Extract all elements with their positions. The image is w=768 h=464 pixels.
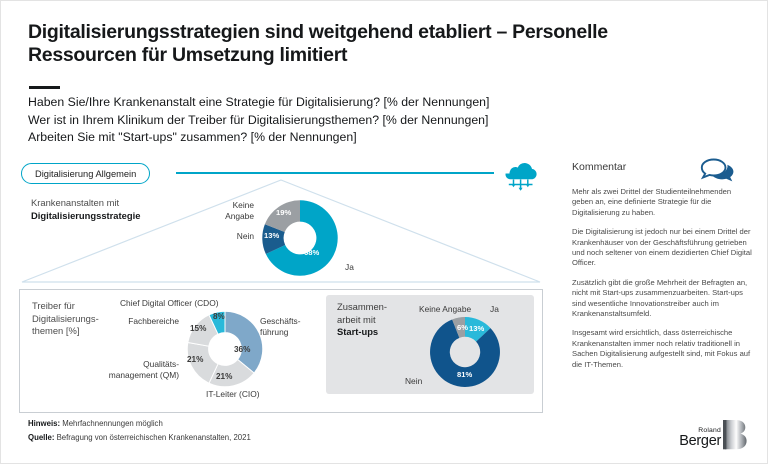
startup-label-ja: Ja — [490, 304, 499, 314]
strategy-value-nein: 13% — [264, 231, 280, 240]
startup-caption-l1: Zusammen- — [337, 301, 388, 312]
driver-label-qm: Qualitäts-management (QM) — [108, 359, 179, 380]
strategy-caption-line2: Digitalisierungsstrategie — [31, 209, 141, 221]
pill-connector-line — [176, 171, 494, 174]
strategy-value-ja: 68% — [304, 248, 320, 257]
speech-bubbles-icon — [695, 154, 739, 184]
startup-label-keine-angabe: Keine Angabe — [419, 304, 472, 314]
triangle-outline-shape — [19, 178, 543, 284]
strategy-donut-chart: 68% 13% 19% — [259, 197, 341, 279]
startup-donut-chart: 81% 13% 6% — [427, 314, 503, 390]
driver-value-it-leiter: 21% — [216, 372, 233, 381]
chapter-pill-label: Digitalisierung Allgemein — [35, 168, 137, 179]
driver-label-it-leiter: IT-Leiter (CIO) — [206, 389, 260, 399]
driver-label-cdo: Chief Digital Officer (CDO) — [120, 298, 219, 308]
footnote-hint-label: Hinweis: — [28, 419, 61, 428]
footnote-source-text: Befragung von österreichischen Krankenan… — [54, 433, 251, 442]
commentary-paragraph-3: Zusätzlich gibt die große Mehrheit der B… — [572, 277, 748, 319]
startup-label-nein: Nein — [405, 376, 423, 386]
footnote-hint: Hinweis: Mehrfachnennungen möglich — [28, 419, 163, 428]
cloud-network-icon — [495, 158, 543, 192]
strategy-label-keine-angabe-l1: Keine AngabeKeineAngabe — [225, 200, 254, 221]
startup-value-nein: 81% — [457, 370, 473, 379]
strategy-value-keine: 19% — [276, 208, 292, 217]
startups-panel — [326, 295, 534, 394]
driver-caption-l3: themen [%] — [32, 325, 80, 337]
footnote-source: Quelle: Befragung von österreichischen K… — [28, 433, 251, 442]
commentary-heading: Kommentar — [572, 161, 627, 173]
driver-value-qm: 21% — [187, 355, 204, 364]
chapter-pill[interactable]: Digitalisierung Allgemein — [21, 163, 151, 184]
commentary-panel: Kommentar Mehr als zwei Drittel der Stud… — [572, 161, 752, 370]
driver-value-cdo: 8% — [213, 312, 225, 321]
startup-value-keine: 6% — [457, 323, 468, 332]
strategy-label-nein: Nein — [236, 231, 254, 241]
strategy-caption-line1: Krankenanstalten mit — [31, 197, 120, 208]
subtitle-line-2: Wer ist in Ihrem Klinikum der Treiber fü… — [28, 112, 489, 127]
driver-caption-l2: Digitalisierungs- — [32, 312, 99, 324]
strategy-label-ja: Ja — [345, 262, 354, 272]
commentary-paragraph-2: Die Digitalisierung ist jedoch nur bei e… — [572, 227, 752, 268]
driver-value-geschaeftsfuehrung: 36% — [234, 345, 251, 354]
driver-label-geschaeftsfuehrung: Geschäfts-führung — [260, 316, 301, 337]
title-rule — [29, 86, 60, 89]
footnote-source-label: Quelle: — [28, 433, 55, 442]
logo-b-mark-icon — [723, 420, 747, 450]
subtitle-block: Haben Sie/Ihre Krankenanstalt eine Strat… — [28, 94, 728, 147]
driver-label-fachbereiche: Fachbereiche — [128, 316, 179, 326]
startup-caption-l3: Start-ups — [337, 326, 379, 338]
logo-wordmark-berger: Berger — [679, 433, 721, 449]
strategy-caption: Krankenanstalten mit Digitalisierungsstr… — [31, 197, 191, 222]
startup-caption-l2: arbeit mit — [337, 313, 376, 325]
driver-value-fachbereiche: 15% — [190, 324, 207, 333]
startup-value-ja: 13% — [469, 324, 485, 333]
logo-wordmark: Roland Berger — [679, 427, 721, 449]
roland-berger-logo: Roland Berger — [661, 419, 753, 455]
page-title: Digitalisierungsstrategien sind weitgehe… — [28, 21, 608, 66]
footnote-hint-text: Mehrfachnennungen möglich — [60, 419, 163, 428]
commentary-paragraph-1: Mehr als zwei Drittel der Studienteilneh… — [572, 187, 732, 217]
driver-caption-l1: Treiber für — [32, 300, 75, 311]
startup-caption: Zusammen- arbeit mit Start-ups — [337, 301, 429, 339]
subtitle-line-3: Arbeiten Sie mit "Start-ups" zusammen? [… — [28, 130, 357, 144]
subtitle-line-1: Haben Sie/Ihre Krankenanstalt eine Strat… — [28, 95, 490, 109]
driver-donut-chart: 36% 21% 21% 15% 8% — [184, 308, 266, 390]
logo-wordmark-roland: Roland — [698, 427, 721, 434]
commentary-paragraph-4: Insgesamt wird ersichtlich, dass österre… — [572, 328, 751, 369]
driver-caption: Treiber für Digitalisierungs- themen [%] — [32, 300, 152, 338]
